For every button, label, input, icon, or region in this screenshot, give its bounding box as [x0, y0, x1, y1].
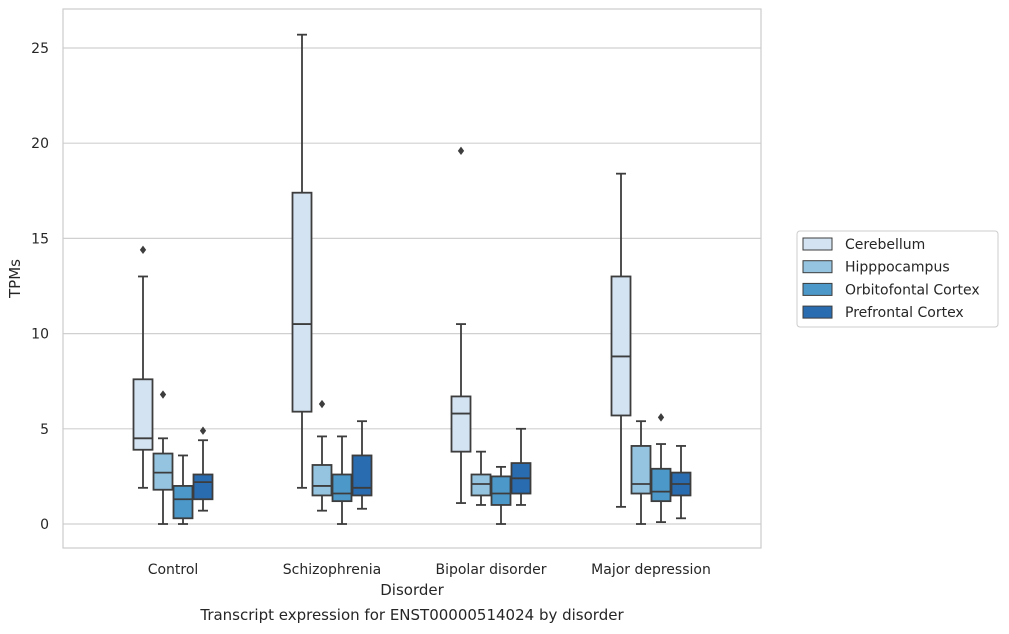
box-cerebellum — [450, 146, 472, 504]
box-iqr — [192, 473, 214, 501]
box-hipppocampus — [152, 390, 174, 525]
y-axis-label: TPMs — [6, 259, 24, 299]
box-iqr — [650, 467, 672, 503]
box-prefrontal-cortex — [192, 426, 214, 512]
y-tick-label: 15 — [31, 231, 49, 247]
box-iqr — [490, 475, 512, 506]
box-iqr — [291, 191, 313, 413]
box-cerebellum — [132, 245, 154, 489]
x-tick-label: Schizophrenia — [283, 562, 381, 578]
x-axis-ticks: Control Schizophrenia Bipolar disorder Majo… — [148, 562, 711, 578]
y-tick-label: 25 — [31, 41, 49, 57]
box-orbitofontal-cortex — [172, 454, 194, 525]
x-tick-label: Major depression — [591, 562, 711, 578]
box-hipppocampus — [470, 450, 492, 506]
outlier-point — [657, 413, 665, 422]
legend-swatch — [802, 260, 833, 274]
grid-lines — [63, 47, 761, 525]
figure-caption: Transcript expression for ENST0000051402… — [200, 606, 624, 624]
outlier-point — [139, 245, 147, 255]
box-prefrontal-cortex — [670, 445, 692, 520]
box-hipppocampus — [630, 420, 652, 525]
y-tick-label: 5 — [40, 422, 49, 438]
x-tick-label: Control — [148, 562, 199, 578]
outlier-point — [457, 146, 465, 156]
y-tick-label: 10 — [31, 327, 49, 343]
legend-label: Hipppocampus — [845, 260, 950, 276]
legend: Cerebellum Hipppocampus Orbitofontal Corte… — [796, 230, 999, 328]
outlier-point — [159, 390, 167, 399]
legend-swatch — [802, 237, 833, 251]
x-axis-label: Disorder — [380, 581, 444, 599]
box-hipppocampus — [311, 399, 333, 512]
box-iqr — [311, 464, 333, 497]
legend-swatch — [802, 282, 833, 296]
legend-frame — [796, 230, 999, 328]
legend-label: Prefrontal Cortex — [845, 305, 964, 321]
box-iqr — [630, 445, 652, 495]
legend-swatch — [802, 305, 833, 319]
box-prefrontal-cortex — [510, 427, 532, 506]
y-axis-ticks: 0 5 10 15 20 25 — [31, 41, 49, 533]
y-tick-label: 0 — [40, 517, 49, 533]
box-iqr — [331, 473, 353, 503]
box-iqr — [132, 378, 154, 451]
box-iqr — [610, 275, 632, 417]
box-iqr — [172, 485, 194, 520]
box-cerebellum — [291, 33, 313, 489]
x-tick-label: Bipolar disorder — [435, 562, 546, 578]
legend-label: Orbitofontal Cortex — [845, 282, 980, 298]
box-series — [132, 33, 692, 525]
box-iqr — [450, 395, 472, 453]
box-cerebellum — [610, 172, 632, 508]
box-iqr — [152, 452, 174, 491]
box-iqr — [351, 454, 373, 497]
box-prefrontal-cortex — [351, 420, 373, 510]
y-tick-label: 20 — [31, 136, 49, 152]
box-orbitofontal-cortex — [490, 465, 512, 525]
box-iqr — [470, 473, 492, 497]
box-orbitofontal-cortex — [650, 413, 672, 523]
box-orbitofontal-cortex — [331, 435, 353, 525]
outlier-point — [199, 426, 207, 435]
outlier-point — [318, 399, 326, 409]
legend-label: Cerebellum — [845, 237, 925, 253]
plot-frame — [62, 8, 762, 549]
